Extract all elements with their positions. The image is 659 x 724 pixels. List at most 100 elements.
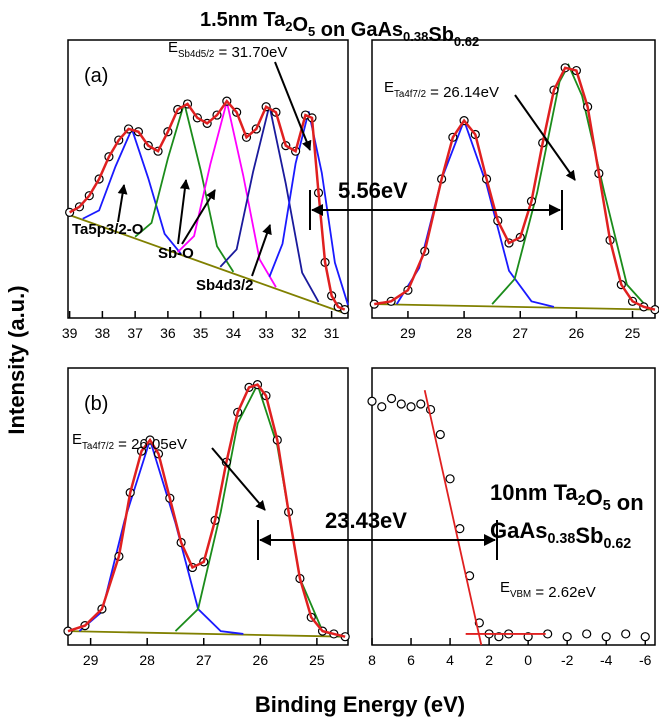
subscript: Ta4f7/2 bbox=[82, 441, 114, 452]
subscript: Sb4d5/2 bbox=[178, 49, 214, 60]
x-tick-label: 33 bbox=[258, 325, 274, 341]
x-tick-label: 6 bbox=[407, 652, 415, 668]
data-point bbox=[416, 399, 426, 409]
data-point bbox=[377, 402, 387, 412]
subscript: 2 bbox=[578, 493, 586, 509]
data-point bbox=[562, 632, 572, 642]
x-tick-label: -6 bbox=[639, 652, 652, 668]
arrow bbox=[514, 94, 576, 181]
arrow bbox=[251, 224, 272, 277]
annotation: 5.56eV bbox=[338, 178, 408, 203]
x-tick-label: 25 bbox=[309, 652, 325, 668]
arrow bbox=[117, 184, 128, 223]
text-part: E bbox=[168, 39, 178, 56]
annotation: 23.43eV bbox=[325, 508, 407, 533]
x-tick-label: 34 bbox=[226, 325, 242, 341]
text-part: Sb-O bbox=[158, 245, 194, 262]
curve bbox=[67, 383, 346, 638]
x-tick-label: 26 bbox=[253, 652, 269, 668]
labels: 1.5nm Ta2O5 on GaAs0.38Sb0.62 Intensity … bbox=[4, 9, 479, 717]
plot-frame bbox=[67, 367, 349, 646]
annotation: ETa4f7/2 = 26.14eV bbox=[384, 79, 499, 101]
subscript: Ta4f7/2 bbox=[394, 89, 426, 100]
x-tick-label: 29 bbox=[400, 325, 416, 341]
x-tick-label: 25 bbox=[625, 325, 641, 341]
subscript: 2 bbox=[285, 19, 292, 34]
annotation: 10nm Ta2O5 on bbox=[490, 480, 644, 515]
text-part: E bbox=[500, 579, 510, 596]
curve bbox=[69, 214, 346, 315]
x-tick-label: 26 bbox=[569, 325, 585, 341]
subscript: 5 bbox=[308, 24, 315, 39]
x-tick-label: 31 bbox=[324, 325, 340, 341]
annotation: Sb-O bbox=[158, 245, 194, 262]
arrow bbox=[274, 61, 312, 151]
text-part: on bbox=[611, 490, 644, 515]
annotation: Ta5p3/2-O bbox=[72, 221, 144, 238]
arrow bbox=[181, 189, 216, 245]
x-axis-label: Binding Energy (eV) bbox=[255, 692, 465, 717]
x-tick-label: -2 bbox=[561, 652, 574, 668]
panel: 29 28 27 26 25 ETa4f7/2 = 26.14eV bbox=[369, 39, 659, 341]
x-tick-label: 39 bbox=[62, 325, 78, 341]
plot-frame bbox=[371, 39, 656, 319]
y-axis-label: Intensity (a.u.) bbox=[4, 285, 29, 434]
x-tick-label: 27 bbox=[196, 652, 212, 668]
curve bbox=[67, 630, 346, 638]
arrows bbox=[117, 61, 576, 560]
curve bbox=[374, 303, 656, 311]
x-tick-label: 35 bbox=[193, 325, 209, 341]
annotation: ETa4f7/2 = 26.05eV bbox=[72, 431, 187, 453]
text-part: Sb4d3/2 bbox=[196, 277, 254, 294]
x-tick-label: 4 bbox=[446, 652, 454, 668]
curve bbox=[395, 118, 555, 308]
data-point bbox=[445, 474, 455, 484]
curve bbox=[268, 111, 349, 306]
curve bbox=[174, 382, 340, 638]
data-point bbox=[386, 393, 397, 404]
subscript: 0.38 bbox=[403, 29, 428, 44]
text-part: 1.5nm Ta bbox=[200, 9, 286, 31]
panel-label: (b) bbox=[84, 393, 108, 415]
plot-frame bbox=[67, 39, 349, 319]
text-part: Ta5p3/2-O bbox=[72, 221, 144, 238]
x-tick-label: 32 bbox=[291, 325, 307, 341]
text-part: = 31.70eV bbox=[214, 44, 287, 61]
text-part: = 2.62eV bbox=[531, 584, 596, 601]
curve bbox=[423, 389, 483, 646]
arrow bbox=[211, 447, 266, 511]
panels: 39 38 37 36 35 34 33 32 31(a)ESb4d5/2 = 31.70eV5… bbox=[62, 39, 659, 668]
x-tick-label: 37 bbox=[127, 325, 143, 341]
subscript: 5 bbox=[603, 498, 611, 514]
data-point bbox=[455, 524, 465, 534]
x-tick-label: 0 bbox=[524, 652, 532, 668]
annotation: EVBM = 2.62eV bbox=[500, 579, 596, 601]
curve bbox=[69, 99, 346, 311]
x-tick-label: 2 bbox=[485, 652, 493, 668]
text-part: GaAs bbox=[490, 518, 547, 543]
text-part: on GaAs bbox=[315, 19, 403, 41]
text-part: 10nm Ta bbox=[490, 480, 578, 505]
data-point bbox=[640, 632, 650, 642]
text-part: = 26.14eV bbox=[426, 84, 499, 101]
subscript: 0.62 bbox=[603, 536, 631, 552]
x-tick-label: 28 bbox=[139, 652, 155, 668]
text-part: 5.56eV bbox=[338, 178, 408, 203]
text-part: E bbox=[384, 79, 394, 96]
text-part: Sb bbox=[428, 24, 454, 46]
text-part: E bbox=[72, 431, 82, 448]
text-part: Sb bbox=[575, 523, 603, 548]
x-tick-label: 8 bbox=[368, 652, 376, 668]
text-part: O bbox=[586, 485, 603, 510]
annotation: GaAs0.38Sb0.62 bbox=[490, 518, 631, 552]
plot-frame bbox=[371, 367, 656, 646]
x-tick-label: 29 bbox=[83, 652, 99, 668]
x-tick-label: -4 bbox=[600, 652, 613, 668]
arrow bbox=[177, 179, 190, 245]
data-point bbox=[435, 429, 445, 440]
subscript: 0.62 bbox=[454, 34, 479, 49]
curve bbox=[491, 62, 651, 311]
data-point bbox=[601, 632, 611, 642]
